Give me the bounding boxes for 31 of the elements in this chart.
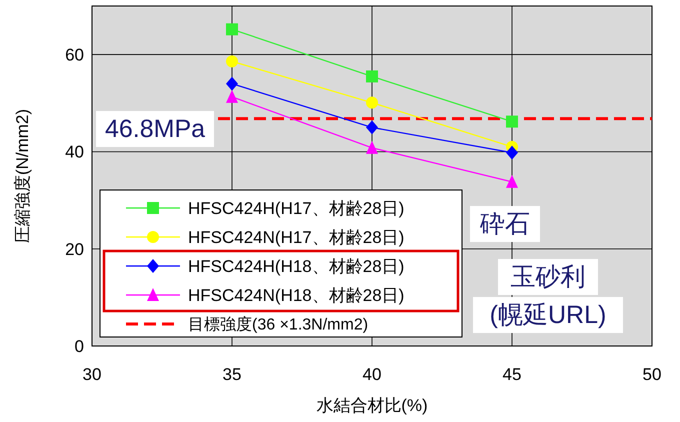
x-axis-title: 水結合材比(%) — [316, 396, 428, 415]
annotation: (幌延URL) — [490, 301, 606, 329]
annotation: 玉砂利 — [510, 263, 586, 291]
y-tick-label: 40 — [65, 142, 84, 162]
x-tick-label: 35 — [222, 365, 242, 384]
point — [506, 116, 518, 128]
y-tick-label: 0 — [74, 336, 84, 356]
point — [366, 120, 378, 134]
point — [226, 90, 238, 103]
point — [226, 55, 238, 68]
x-tick-label: 40 — [362, 365, 382, 384]
annotation: 砕石 — [479, 210, 530, 238]
point — [366, 70, 378, 82]
point — [226, 23, 238, 36]
point — [506, 174, 518, 188]
annotation: 46.8MPa — [104, 115, 206, 143]
x-tick-label: 45 — [502, 365, 522, 384]
point — [226, 76, 238, 91]
legend-label: HFSC424N(H18、材齢28日) — [188, 286, 404, 305]
legend-label: 目標強度(36 ×1.3N/mm2) — [188, 316, 368, 334]
point — [506, 146, 518, 160]
x-tick-label: 50 — [642, 365, 662, 384]
legend-label: HFSC424H(H18、材齢28日) — [188, 256, 404, 276]
x-tick-label: 30 — [82, 365, 102, 384]
point — [366, 96, 378, 109]
legend-label: HFSC424N(H17、材齢28日) — [188, 228, 404, 247]
legend-label: HFSC424H(H17、材齢28日) — [188, 198, 404, 218]
y-tick-label: 60 — [65, 46, 84, 65]
point — [366, 140, 378, 154]
y-axis-title: 圧縮強度(N/mm2) — [13, 108, 32, 244]
y-tick-label: 20 — [65, 240, 84, 259]
